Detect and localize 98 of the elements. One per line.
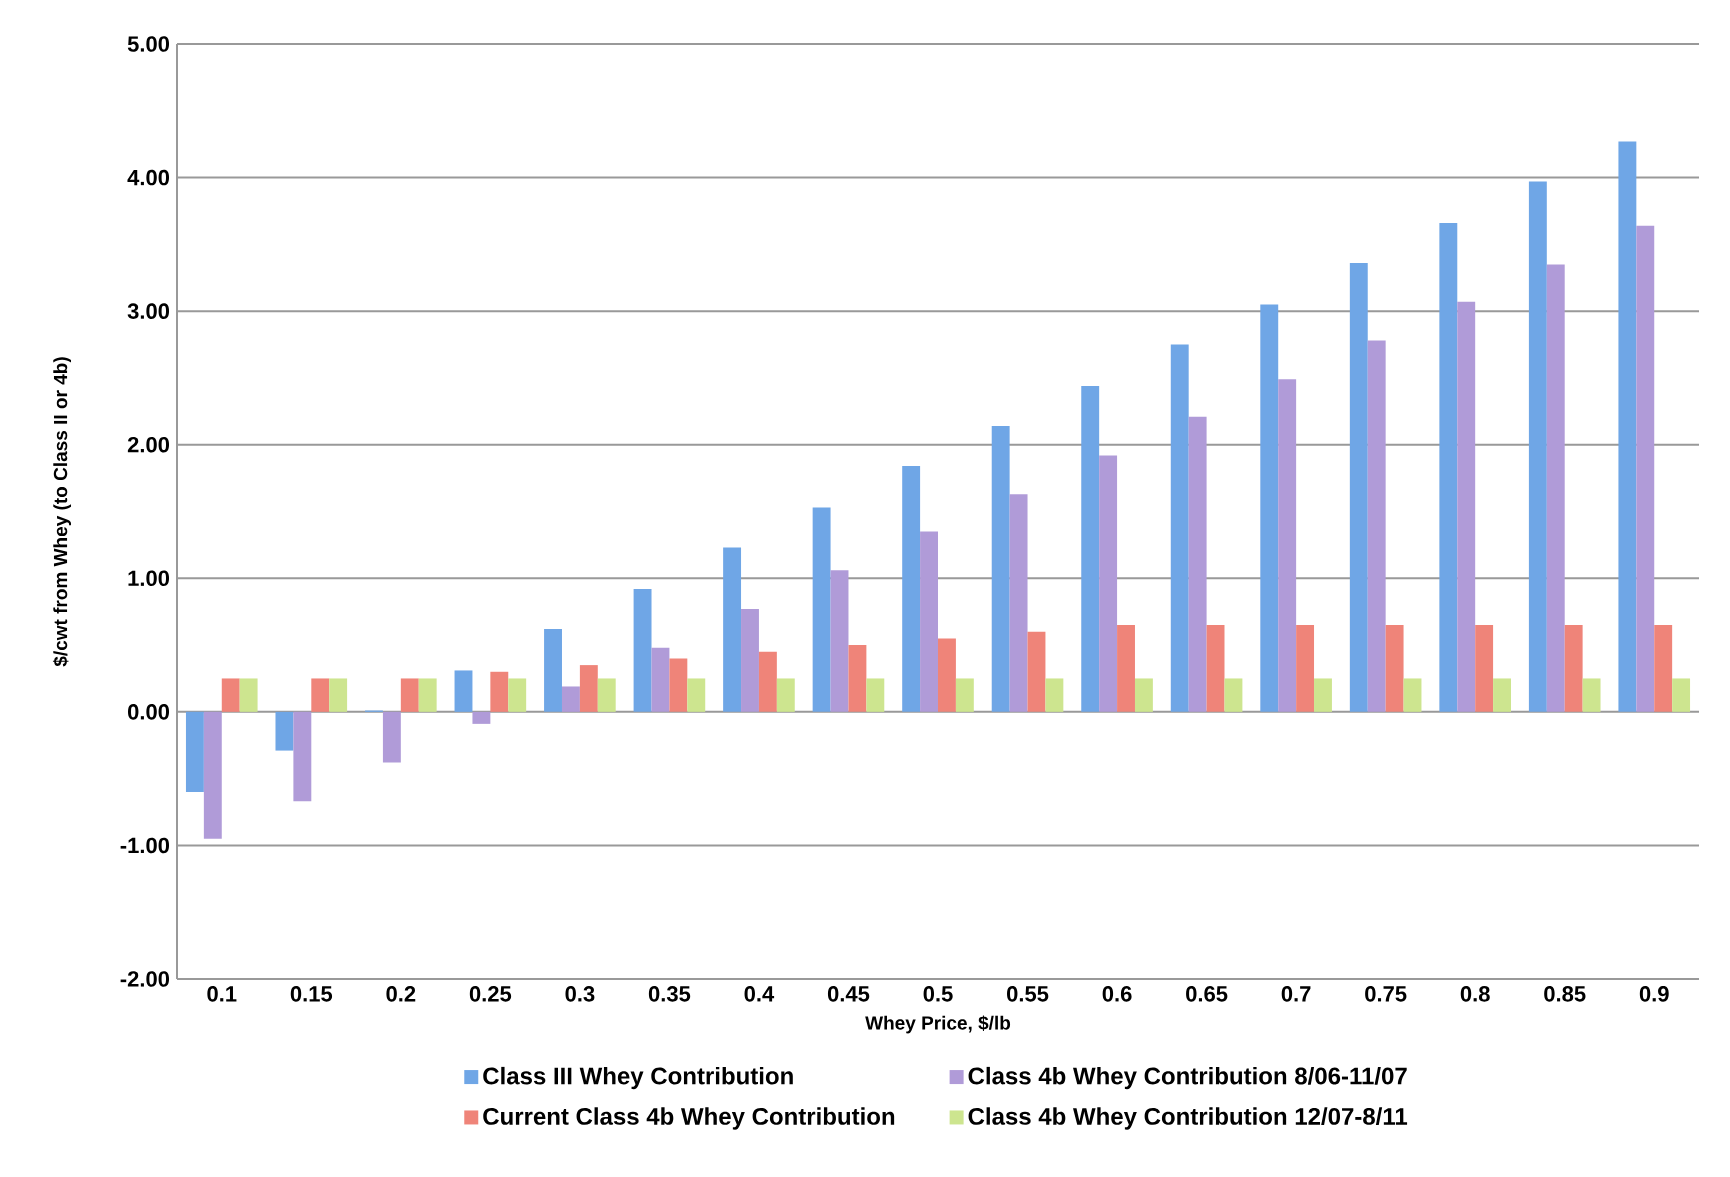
bar xyxy=(508,678,527,712)
bar xyxy=(1206,625,1225,712)
x-tick-label: 0.9 xyxy=(1639,986,1669,1002)
bar xyxy=(866,678,885,712)
y-tick-label: 2.00 xyxy=(127,436,170,453)
bar xyxy=(544,629,562,712)
bar xyxy=(848,645,867,712)
x-axis-title: Whey Price, $/lb xyxy=(865,1015,1011,1034)
y-tick-label: -2.00 xyxy=(120,971,170,987)
bar xyxy=(633,588,652,712)
bar xyxy=(454,670,473,712)
bar xyxy=(1672,678,1691,712)
y-tick-label: 3.00 xyxy=(127,303,170,319)
bar xyxy=(1385,625,1404,712)
y-tick-label: 5.00 xyxy=(127,36,170,52)
bar xyxy=(991,426,1010,712)
bar xyxy=(490,671,509,712)
x-tick-label: 0.3 xyxy=(565,986,595,1002)
legend-label: Current Class 4b Whey Contribution xyxy=(483,1107,895,1130)
legend-label: Class III Whey Contribution xyxy=(483,1066,793,1090)
legend-label: Class 4b Whey Contribution 12/07-8/11 xyxy=(968,1107,1408,1130)
bar xyxy=(812,507,831,712)
x-tick-label: 0.7 xyxy=(1281,986,1311,1002)
y-tick-label: 4.00 xyxy=(127,169,170,186)
bar xyxy=(723,547,742,712)
x-tick-label: 0.5 xyxy=(923,986,953,1002)
bar xyxy=(1439,222,1458,712)
bar xyxy=(561,686,580,712)
bar xyxy=(418,678,437,712)
x-tick-label: 0.75 xyxy=(1365,986,1407,1002)
bar xyxy=(221,678,240,712)
y-tick-label: 0.00 xyxy=(128,704,170,720)
bar xyxy=(1403,678,1422,712)
bar xyxy=(741,609,759,712)
bar xyxy=(293,711,312,802)
bar xyxy=(687,678,706,712)
bar xyxy=(1224,678,1243,712)
x-tick-label: 0.55 xyxy=(1007,986,1049,1002)
bar xyxy=(185,711,204,792)
bar xyxy=(1296,625,1315,712)
x-tick-label: 0.6 xyxy=(1102,986,1132,1002)
bar xyxy=(1099,455,1118,712)
bar xyxy=(400,678,419,712)
bar xyxy=(1654,625,1673,712)
bar xyxy=(1278,379,1297,712)
bar xyxy=(1027,631,1046,712)
bar xyxy=(1081,385,1100,712)
bar xyxy=(776,678,795,712)
bar xyxy=(1475,625,1494,712)
y-tick-label: -1.00 xyxy=(120,837,170,854)
bar xyxy=(955,678,974,712)
bar xyxy=(1134,678,1153,712)
x-tick-label: 0.4 xyxy=(744,986,775,1002)
x-tick-label: 0.85 xyxy=(1544,986,1586,1002)
bar xyxy=(1582,678,1601,712)
bar xyxy=(1349,263,1368,712)
bar xyxy=(1260,304,1279,712)
bar xyxy=(203,711,222,839)
x-tick-label: 0.15 xyxy=(290,986,333,1002)
bar xyxy=(830,570,849,712)
bar xyxy=(382,711,401,763)
bar xyxy=(1009,494,1028,712)
bar xyxy=(758,651,777,712)
bar xyxy=(902,466,921,712)
bar xyxy=(938,638,956,712)
bar xyxy=(1188,416,1207,712)
x-tick-label: 0.65 xyxy=(1186,986,1228,1002)
bar xyxy=(1314,678,1332,712)
bar xyxy=(275,711,294,751)
bar xyxy=(669,658,688,712)
x-tick-label: 0.1 xyxy=(207,986,237,1002)
bar xyxy=(579,665,598,712)
y-tick-label: 1.00 xyxy=(128,570,170,587)
bar xyxy=(1457,301,1476,712)
bar xyxy=(1170,344,1189,712)
x-tick-label: 0.35 xyxy=(648,986,691,1002)
bar xyxy=(1117,625,1135,712)
bar xyxy=(920,531,938,712)
x-tick-label: 0.45 xyxy=(827,986,870,1002)
bar xyxy=(1528,181,1547,712)
bar xyxy=(1367,340,1386,712)
bar xyxy=(651,647,670,712)
bar xyxy=(329,678,348,712)
legend-label: Class 4b Whey Contribution 8/06-11/07 xyxy=(968,1066,1407,1090)
bar xyxy=(1546,264,1565,712)
bar xyxy=(1564,625,1583,712)
bar xyxy=(1636,225,1655,712)
bar xyxy=(597,678,616,712)
bar xyxy=(239,678,258,712)
bar xyxy=(1045,678,1064,712)
x-tick-label: 0.25 xyxy=(469,986,512,1002)
bar xyxy=(1493,678,1511,712)
y-axis-title: $/cwt from Whey (to Class II or 4b) xyxy=(52,357,72,667)
x-tick-label: 0.2 xyxy=(386,986,416,1002)
x-tick-label: 0.8 xyxy=(1460,986,1490,1002)
bar xyxy=(311,678,330,712)
bar xyxy=(1618,141,1637,712)
bar xyxy=(472,711,491,724)
